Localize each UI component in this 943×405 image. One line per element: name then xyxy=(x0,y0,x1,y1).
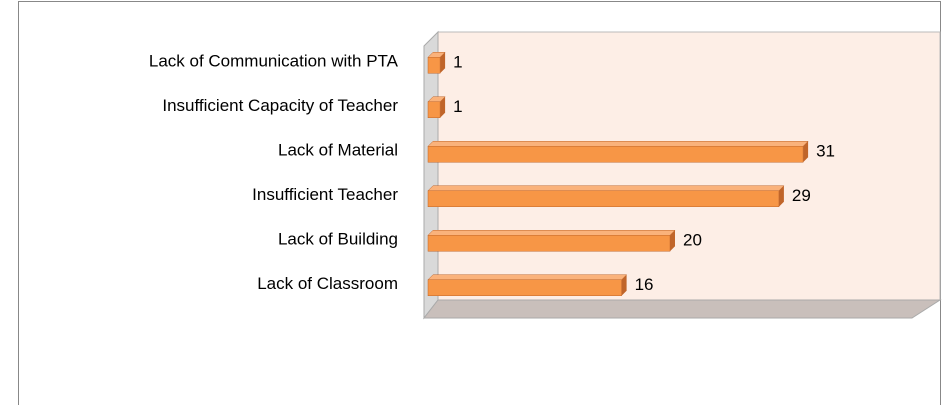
bar xyxy=(427,101,441,118)
bar-top xyxy=(427,185,785,191)
y-tick-label: Lack of Communication with PTA xyxy=(149,52,399,71)
value-label: 1 xyxy=(453,53,462,72)
bar-side xyxy=(440,52,446,74)
y-tick-label: Lack of Building xyxy=(278,230,398,249)
value-label: 20 xyxy=(683,231,702,250)
bar xyxy=(427,235,671,252)
floor xyxy=(422,299,942,319)
y-tick-label: Lack of Classroom xyxy=(257,274,398,293)
value-label: 1 xyxy=(453,97,462,116)
value-label: 29 xyxy=(792,186,811,205)
bar-side xyxy=(803,141,809,163)
bar-side xyxy=(621,274,627,296)
value-label: 16 xyxy=(635,275,654,294)
bar-top xyxy=(427,230,676,236)
y-tick-label: Insufficient Teacher xyxy=(252,185,398,204)
plot: Lack of Communication with PTA 1 Insuffici… xyxy=(149,52,835,296)
bar-side xyxy=(440,96,446,118)
bar xyxy=(427,57,441,74)
value-label: 31 xyxy=(816,142,835,161)
bar xyxy=(427,146,804,163)
y-tick-label: Insufficient Capacity of Teacher xyxy=(162,96,398,115)
bar-top xyxy=(427,141,809,147)
bar-side xyxy=(670,230,675,252)
bar-side xyxy=(778,185,784,207)
y-tick-label: Lack of Material xyxy=(278,141,398,160)
bar xyxy=(427,279,622,296)
bar-top xyxy=(427,274,628,280)
bar xyxy=(427,190,780,207)
back-wall xyxy=(437,31,941,301)
